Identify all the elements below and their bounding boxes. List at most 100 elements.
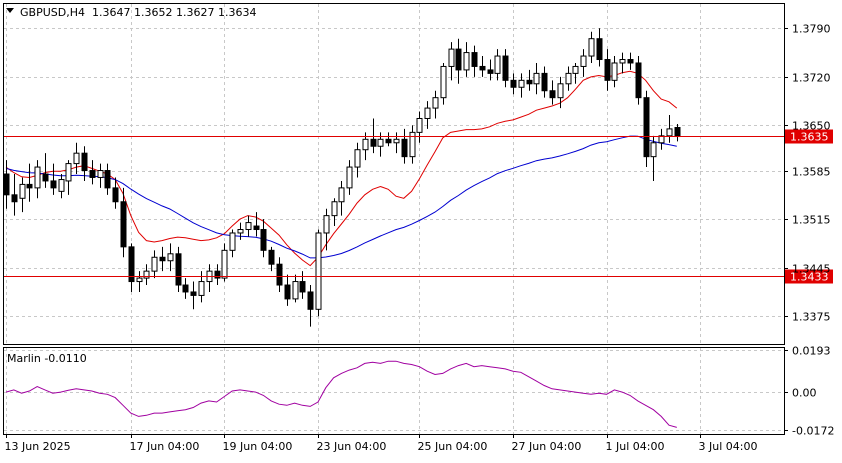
marlin-indicator	[5, 360, 677, 428]
y-tick-label: 1.3515	[792, 214, 831, 227]
candle-body	[167, 253, 174, 262]
candle-body	[221, 249, 228, 279]
candle-body	[198, 281, 205, 296]
candle-body	[292, 281, 299, 300]
candle-body	[120, 201, 127, 248]
candle-body	[401, 138, 408, 158]
candle-body	[50, 180, 57, 189]
candle-body	[346, 166, 353, 189]
x-tick-label: 23 Jun 04:00	[317, 440, 387, 453]
candle-body	[549, 90, 556, 99]
candle-body	[588, 38, 595, 57]
candle-body	[424, 107, 431, 119]
level-price-label: 1.3635	[790, 131, 829, 144]
candle-body	[190, 291, 197, 296]
candle-body	[89, 170, 96, 178]
indicator-tick-label: 0.0193	[792, 345, 831, 358]
candle-body	[214, 270, 221, 279]
candle-body	[635, 62, 642, 99]
candle-body	[611, 62, 618, 81]
candle-body	[455, 48, 462, 71]
candle-body	[541, 72, 548, 92]
moving-averages	[5, 70, 678, 267]
indicator-tick-label: -0.0172	[792, 425, 834, 438]
indicator-label: Marlin -0.0110	[7, 352, 87, 365]
candle-body	[81, 152, 88, 172]
y-tick-label: 1.3375	[792, 311, 831, 324]
candle-body	[175, 253, 182, 286]
candle-body	[299, 281, 306, 293]
candle-body	[479, 65, 486, 71]
y-tick-label: 1.3585	[792, 166, 831, 179]
candle-body	[42, 173, 49, 182]
candle-body	[26, 183, 33, 189]
candle-body	[565, 72, 572, 85]
horizontal-levels: 1.3635 1.3433	[4, 129, 833, 284]
main-pane-frame	[3, 3, 785, 345]
level-price-tag	[785, 269, 833, 284]
x-tick-label: 17 Jun 04:00	[130, 440, 200, 453]
candle-body	[510, 79, 517, 88]
candle-body	[572, 65, 579, 74]
candle-body	[237, 229, 244, 234]
level-price-tag	[785, 129, 833, 144]
collapse-triangle-icon[interactable]	[6, 8, 14, 13]
candle-body	[338, 187, 345, 203]
candle-body	[151, 256, 158, 272]
marlin-line	[5, 360, 677, 428]
candle-body	[502, 55, 509, 81]
candle-body	[97, 170, 104, 178]
candle-body	[494, 55, 501, 74]
candle-body	[487, 69, 494, 74]
x-tick-label: 19 Jun 04:00	[223, 440, 293, 453]
candle-body	[276, 263, 283, 286]
candle-body	[245, 222, 252, 231]
candle-body	[432, 97, 439, 109]
candle-body	[128, 246, 135, 283]
candle-body	[533, 72, 540, 85]
candle-body	[674, 127, 681, 138]
candle-body	[143, 270, 150, 279]
indicator-tick-label: 0.00	[792, 387, 817, 400]
candles	[3, 28, 681, 327]
x-tick-label: 1 Jul 04:00	[606, 440, 665, 453]
level-price-label: 1.3433	[790, 271, 829, 284]
candle-body	[3, 173, 10, 196]
y-tick-label: 1.3790	[792, 23, 831, 36]
x-tick-label: 25 Jun 04:00	[418, 440, 488, 453]
candle-body	[377, 138, 384, 147]
symbol-label: GBPUSD,H4	[20, 6, 85, 19]
y-tick-label: 1.3650	[792, 120, 831, 133]
candle-body	[11, 194, 18, 203]
candle-body	[284, 284, 291, 300]
candle-body	[643, 97, 650, 158]
candle-body	[331, 201, 338, 217]
candle-body	[416, 117, 423, 133]
candle-body	[604, 59, 611, 81]
candle-body	[65, 163, 72, 182]
candle-body	[58, 179, 65, 192]
y-tick-label: 1.3720	[792, 72, 831, 85]
candle-body	[580, 55, 587, 67]
candle-body	[19, 183, 26, 199]
candle-body	[619, 59, 626, 64]
candle-body	[73, 152, 80, 165]
candle-body	[354, 149, 361, 168]
candle-body	[370, 138, 377, 147]
candle-body	[253, 225, 260, 231]
candle-body	[393, 138, 400, 144]
indicator-pane-frame	[3, 347, 785, 435]
axes: 1.3790 1.3720 1.3650 1.3585 1.3515 1.3445 1.33…	[5, 23, 835, 454]
candle-body	[307, 291, 314, 310]
candle-body	[596, 38, 603, 61]
candle-body	[666, 128, 673, 137]
candle-body	[159, 256, 166, 262]
candle-body	[385, 138, 392, 144]
candle-body	[136, 277, 143, 283]
candle-body	[471, 52, 478, 67]
candle-body	[627, 59, 634, 64]
candle-body	[260, 229, 267, 251]
candle-body	[526, 79, 533, 85]
